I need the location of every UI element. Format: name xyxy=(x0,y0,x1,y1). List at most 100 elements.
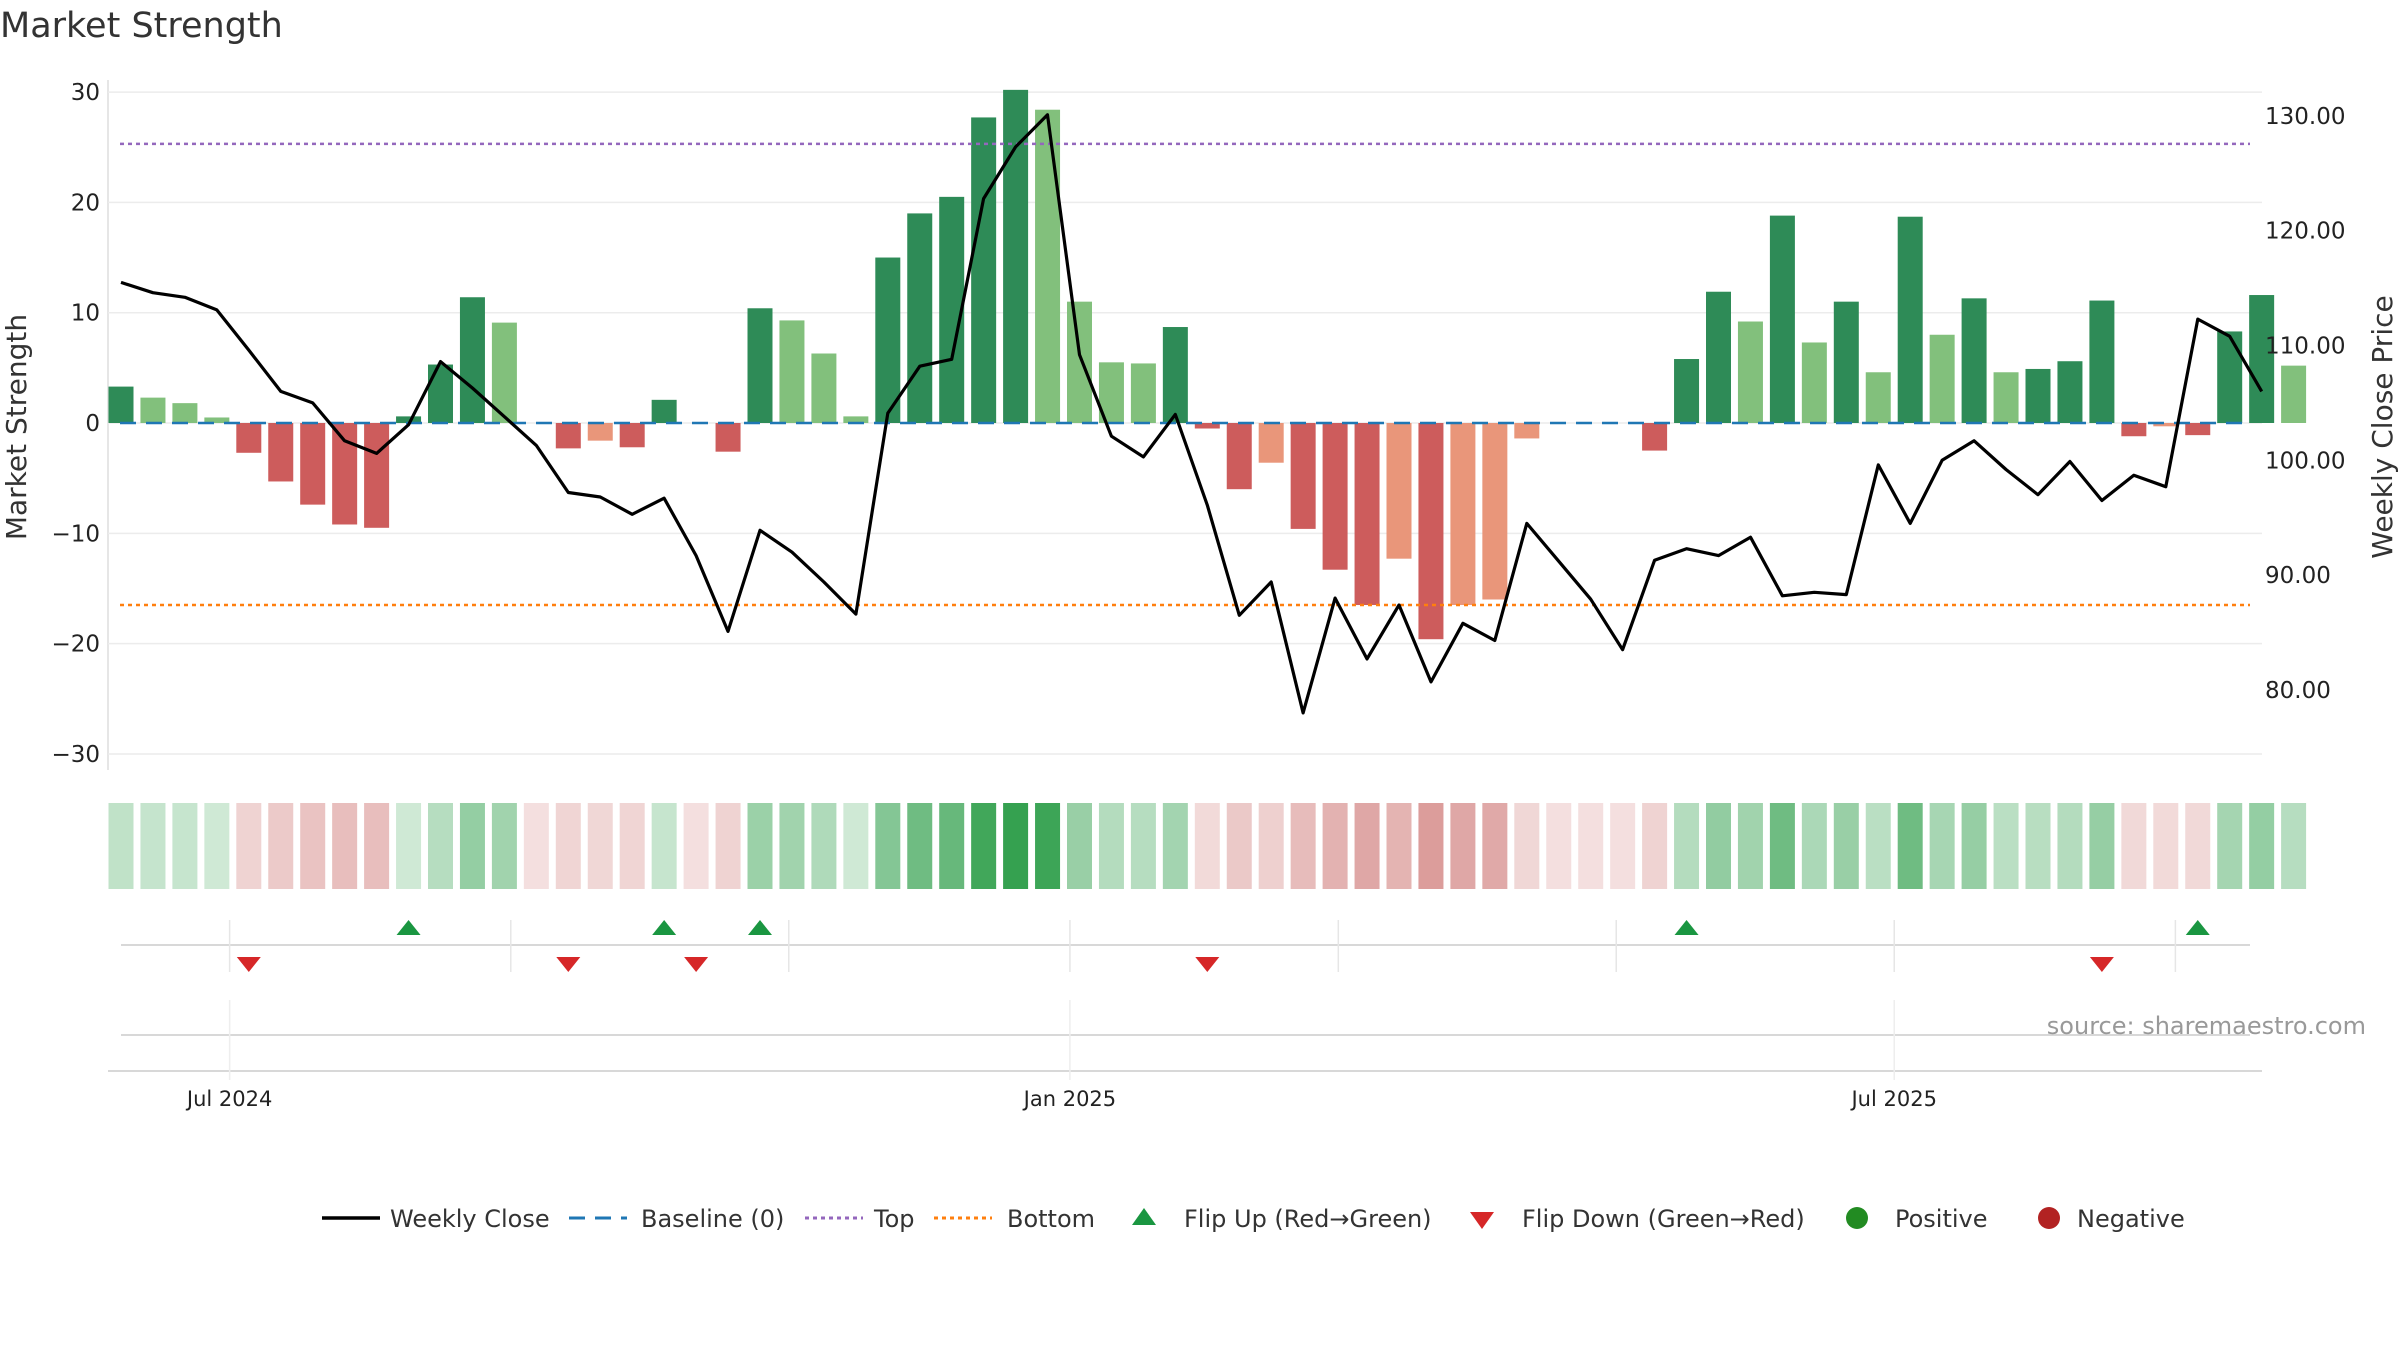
flip-down-marker xyxy=(236,957,261,972)
weekly-close-series xyxy=(120,113,2264,715)
heat-cell xyxy=(683,803,709,889)
strength-bar xyxy=(1226,423,1252,490)
x-tick-label: Jan 2025 xyxy=(1022,1087,1117,1111)
heat-cell xyxy=(1290,803,1316,889)
heat-cell xyxy=(1769,803,1795,889)
heat-cell xyxy=(1801,803,1827,889)
chart-legend: Weekly Close Baseline (0) Top Bottom Flip Up… xyxy=(322,1205,2185,1233)
strength-bar xyxy=(1865,372,1891,423)
legend-label: Flip Up (Red→Green) xyxy=(1184,1205,1432,1233)
heat-cell xyxy=(172,803,198,889)
heat-cell xyxy=(587,803,613,889)
y-axis-right-label: Weekly Close Price xyxy=(2366,295,2399,558)
heat-cell xyxy=(843,803,869,889)
left-axis-ticks: 30 20 10 0 −10 −20 −30 xyxy=(51,80,100,768)
legend-flip-up-icon xyxy=(1132,1208,1156,1225)
strength-bar xyxy=(1194,423,1220,429)
strength-bar xyxy=(1737,321,1763,423)
legend-flip-down-icon xyxy=(1470,1212,1494,1229)
heat-cell xyxy=(1067,803,1092,889)
heat-cell xyxy=(236,803,262,889)
heat-cell xyxy=(2281,803,2307,889)
flip-up-marker xyxy=(1674,920,1699,935)
heat-cell xyxy=(1258,803,1284,889)
legend-label: Top xyxy=(873,1205,915,1233)
strength-bar xyxy=(1642,423,1668,451)
heat-cell xyxy=(108,803,134,889)
flip-up-marker xyxy=(652,920,677,935)
legend-label: Negative xyxy=(2077,1205,2185,1233)
strength-bar xyxy=(811,353,837,423)
strength-bar xyxy=(875,257,901,423)
heat-cell xyxy=(619,803,645,889)
heat-cell xyxy=(555,803,581,889)
heat-cell xyxy=(1865,803,1891,889)
flip-down-marker xyxy=(1195,957,1220,972)
strength-bar xyxy=(1897,216,1923,423)
strength-bar xyxy=(332,423,358,525)
strength-bar xyxy=(2249,295,2275,423)
legend-label: Weekly Close xyxy=(390,1205,550,1233)
heat-cell xyxy=(907,803,933,889)
strength-bar xyxy=(236,423,262,453)
strength-bar xyxy=(1929,334,1955,423)
flip-up-marker xyxy=(2185,920,2210,935)
heat-cell xyxy=(428,803,453,889)
strength-bar xyxy=(1290,423,1316,529)
strength-bar xyxy=(1354,423,1380,606)
heat-cell xyxy=(1674,803,1700,889)
heat-cell xyxy=(459,803,485,889)
heat-cell xyxy=(2089,803,2115,889)
heat-cell xyxy=(811,803,837,889)
heat-cell xyxy=(1961,803,1987,889)
heat-cell xyxy=(2217,803,2243,889)
heat-cell xyxy=(1642,803,1668,889)
strength-bar xyxy=(2057,361,2083,423)
heat-cell xyxy=(1450,803,1476,889)
strength-bars xyxy=(108,89,2307,640)
heat-cell xyxy=(2025,803,2051,889)
heat-cell xyxy=(2121,803,2147,889)
heat-cell xyxy=(2057,803,2083,889)
strength-bar xyxy=(1993,372,2019,423)
strength-bar xyxy=(1322,423,1348,570)
strength-bar xyxy=(428,364,453,423)
heat-cell xyxy=(1194,803,1220,889)
y-right-tick-label: 110.00 xyxy=(2265,334,2345,360)
strength-bar xyxy=(1162,327,1188,423)
strength-bar xyxy=(1067,301,1092,423)
heat-cell xyxy=(1418,803,1444,889)
y-right-tick-label: 100.00 xyxy=(2265,448,2345,474)
y-right-tick-label: 130.00 xyxy=(2265,104,2345,130)
strength-bar xyxy=(491,322,517,423)
strength-bar xyxy=(204,417,230,423)
heat-cell xyxy=(939,803,965,889)
y-left-tick-label: 20 xyxy=(71,190,100,216)
heat-cell xyxy=(1386,803,1412,889)
legend-label: Bottom xyxy=(1007,1205,1095,1233)
heat-cell xyxy=(332,803,358,889)
heat-cell xyxy=(204,803,230,889)
heat-cell xyxy=(1897,803,1923,889)
strength-bar xyxy=(108,386,134,423)
heat-cell xyxy=(1226,803,1252,889)
strength-bar xyxy=(1961,298,1987,423)
y-left-tick-label: 0 xyxy=(85,411,100,437)
bottom-timeline-panel xyxy=(108,1000,2262,1080)
y-left-tick-label: −30 xyxy=(51,742,100,768)
heat-cell xyxy=(1003,803,1029,889)
strength-bar xyxy=(268,423,294,482)
heat-cell xyxy=(2185,803,2211,889)
strength-bar xyxy=(2153,423,2179,427)
heat-cell xyxy=(651,803,677,889)
source-credit: source: sharemaestro.com xyxy=(2047,1012,2366,1040)
heat-cell xyxy=(1929,803,1955,889)
strength-bar xyxy=(2217,331,2243,423)
strength-bar xyxy=(2281,365,2307,423)
reference-lines xyxy=(120,142,2250,607)
strength-bar xyxy=(651,399,677,423)
heat-cell xyxy=(364,803,390,889)
y-right-tick-label: 120.00 xyxy=(2265,219,2345,245)
legend-label: Positive xyxy=(1895,1205,1988,1233)
